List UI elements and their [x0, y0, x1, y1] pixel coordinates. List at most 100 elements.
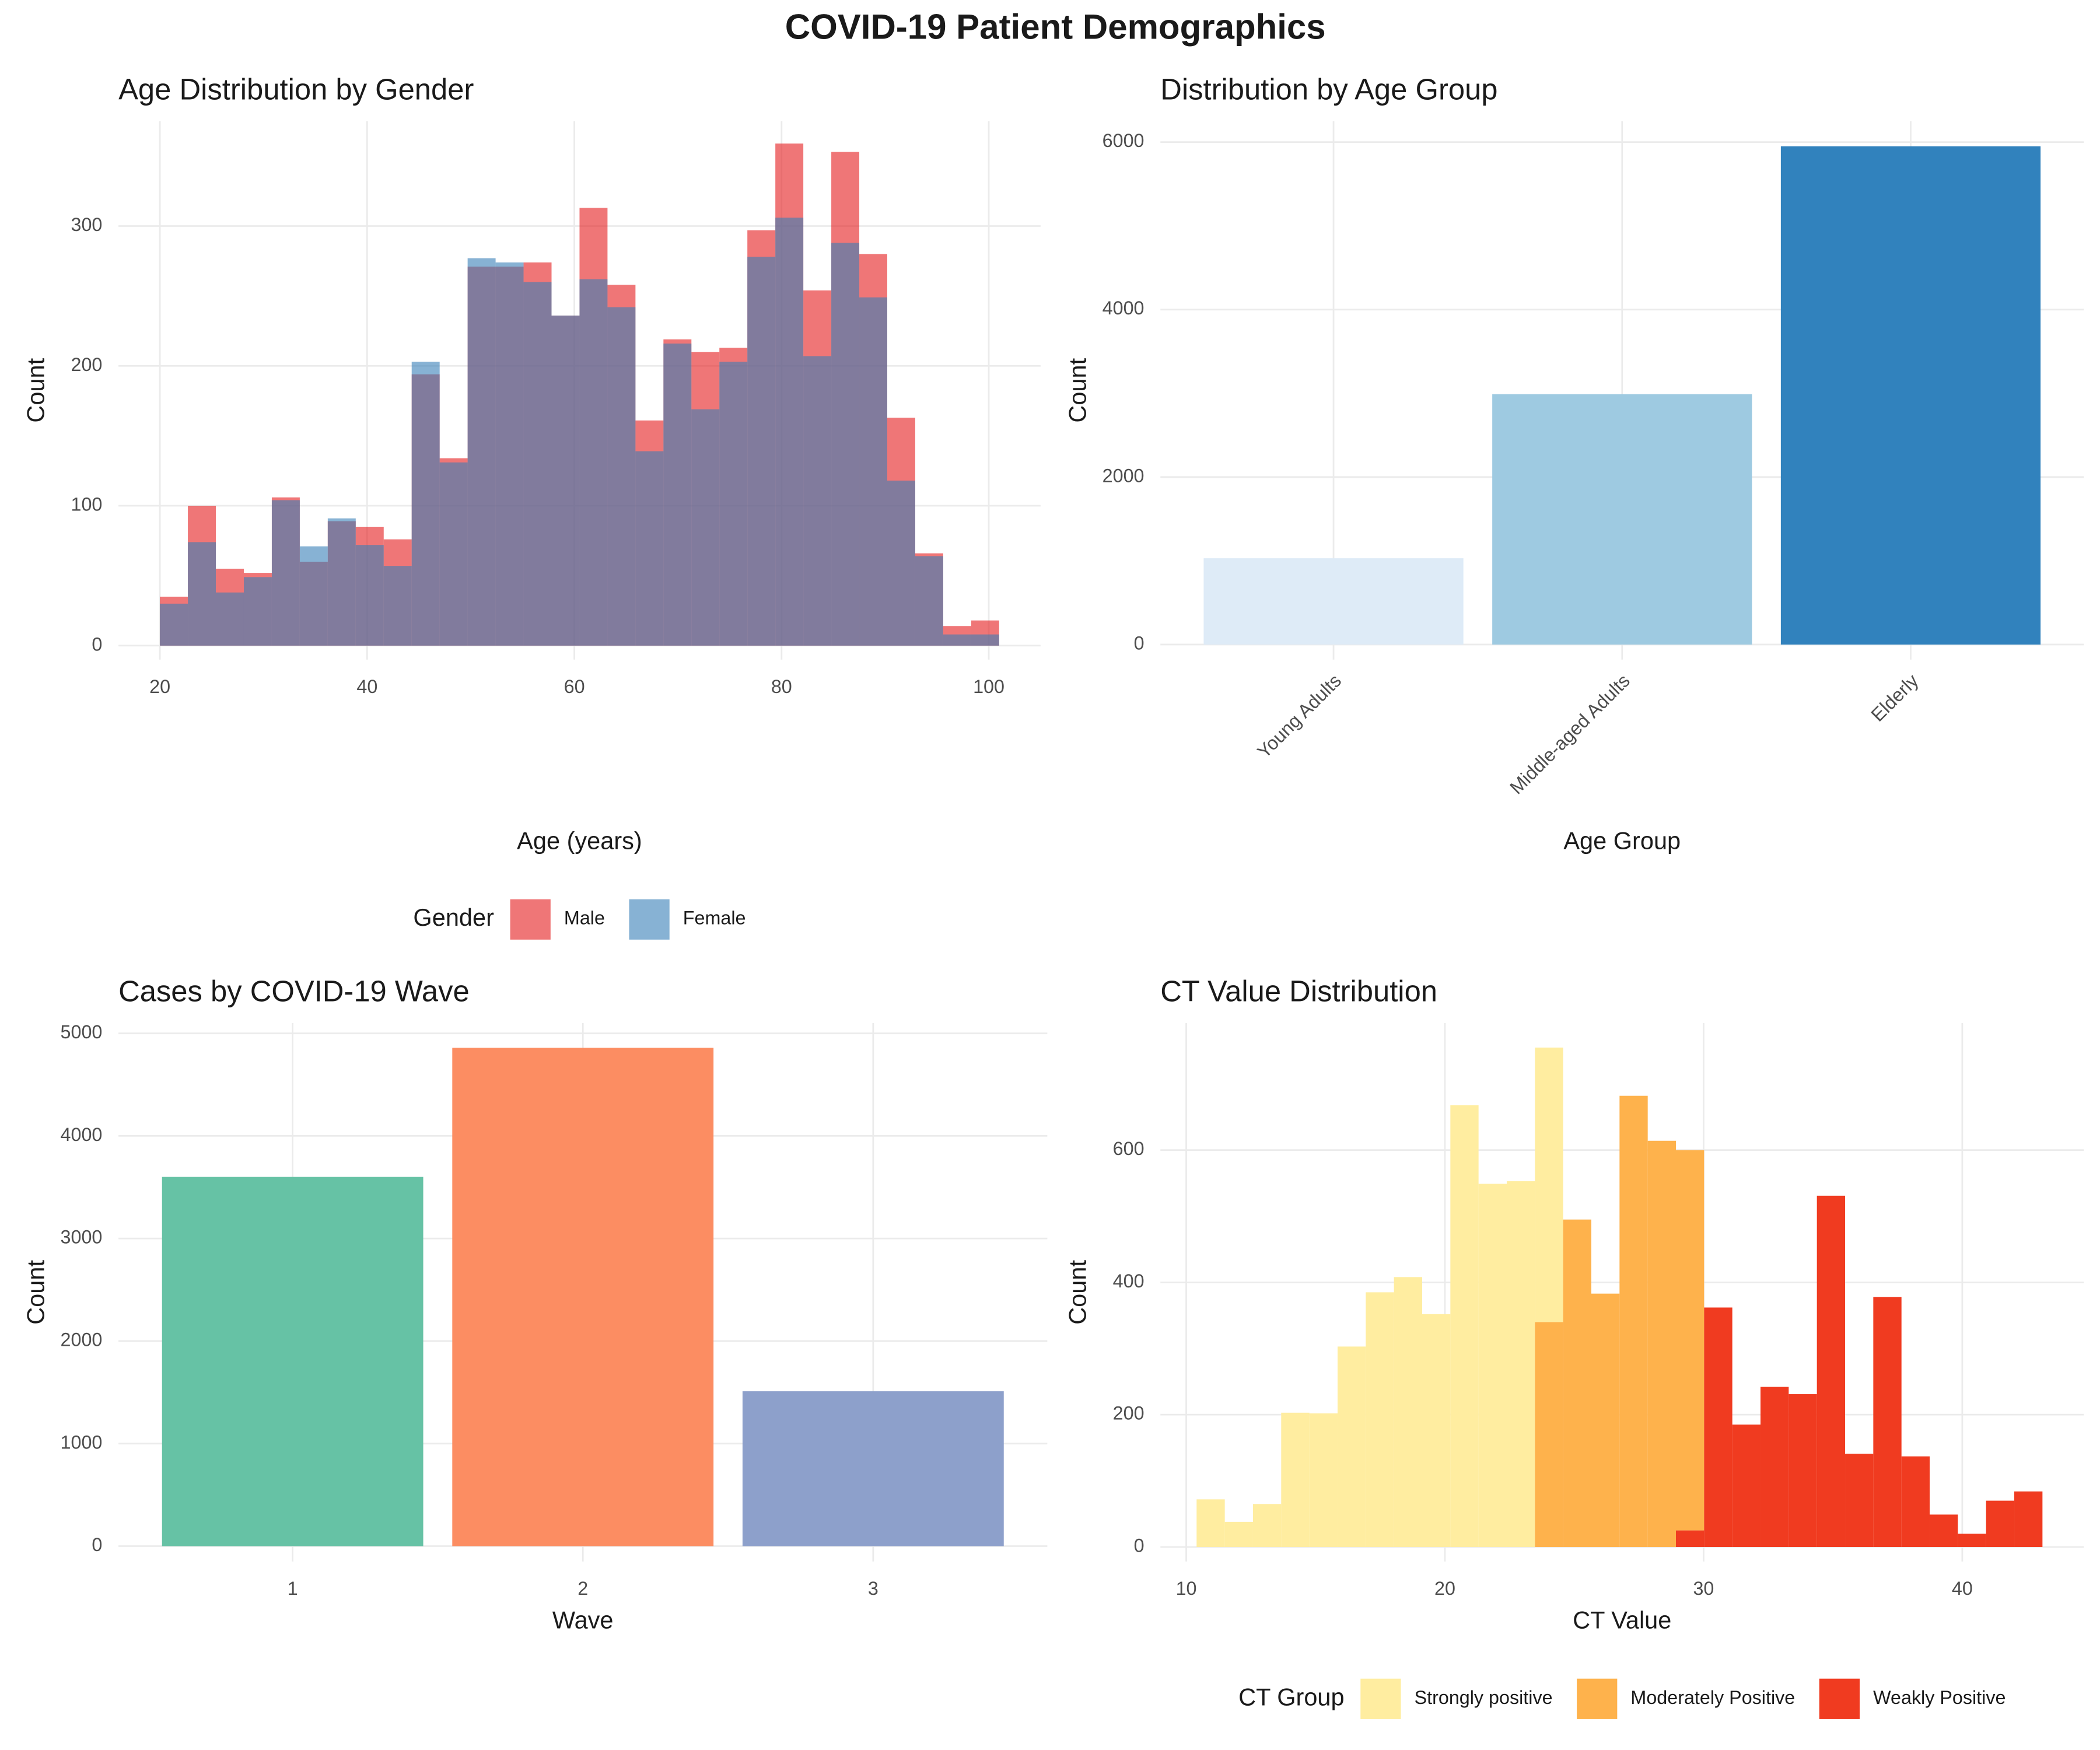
x-tick-label: 3: [868, 1578, 878, 1599]
legend-title: CT Group: [1238, 1683, 1345, 1710]
histogram-bar: [523, 282, 552, 646]
legend-key: [629, 899, 670, 940]
histogram-bar: [1817, 1195, 1846, 1547]
histogram-bar: [1704, 1307, 1732, 1547]
histogram-bar: [579, 279, 608, 646]
histogram-bar: [915, 556, 943, 646]
x-tick-label: 40: [1952, 1578, 1973, 1599]
x-axis-label: CT Value: [1573, 1606, 1671, 1634]
histogram-bar: [1535, 1047, 1563, 1322]
histogram-bar: [1337, 1346, 1366, 1547]
histogram-bar: [747, 257, 776, 646]
legend-key: [510, 899, 551, 940]
y-tick-label: 100: [71, 494, 102, 515]
y-tick-label: 2000: [1102, 465, 1144, 486]
legend-key: [1577, 1678, 1618, 1719]
y-tick-label: 3000: [61, 1227, 103, 1248]
y-tick-label: 400: [1113, 1270, 1144, 1292]
legend-label: Female: [683, 908, 746, 929]
legend-key: [1360, 1678, 1401, 1719]
bar: [1203, 558, 1464, 645]
histogram-bar: [1986, 1500, 2015, 1547]
histogram-bar: [1309, 1413, 1338, 1547]
histogram-bar: [1619, 1096, 1648, 1547]
legend-label: Weakly Positive: [1873, 1687, 2006, 1708]
legend: Gender Male Female: [413, 899, 746, 940]
histogram-bar: [943, 634, 971, 646]
legend-title: Gender: [413, 904, 494, 931]
histogram-bar: [1647, 1140, 1676, 1547]
y-tick-label: 4000: [61, 1124, 103, 1145]
histogram-bar: [1478, 1184, 1507, 1547]
histogram-bar: [1394, 1277, 1422, 1547]
x-tick-label: 2: [578, 1578, 588, 1599]
histogram-bar: [355, 545, 384, 646]
bar: [742, 1391, 1004, 1546]
y-tick-label: 0: [92, 1534, 102, 1555]
x-tick-label: 30: [1693, 1578, 1714, 1599]
histogram-bar: [607, 307, 636, 646]
histogram-bar: [216, 592, 244, 646]
histogram-bar: [1422, 1314, 1451, 1547]
histogram-bar: [1732, 1424, 1761, 1547]
bar: [1780, 146, 2041, 645]
panel-title: Age Distribution by Gender: [118, 72, 474, 106]
histogram-bar: [1845, 1454, 1874, 1547]
x-tick-label: 40: [356, 676, 377, 697]
histogram-bar: [383, 566, 412, 646]
histogram-bar: [1563, 1219, 1591, 1547]
histogram-bar: [775, 218, 804, 646]
y-tick-label: 5000: [61, 1021, 103, 1042]
x-tick-label: 20: [149, 676, 170, 697]
histogram-bar: [1450, 1105, 1479, 1547]
y-axis-label: Count: [1064, 1260, 1091, 1325]
histogram-bar: [887, 480, 915, 646]
histogram-bar: [1676, 1530, 1704, 1547]
histogram-bar: [551, 315, 580, 646]
histogram-bar: [188, 542, 216, 646]
histogram-bar: [439, 462, 468, 646]
panel-title: Distribution by Age Group: [1160, 72, 1497, 106]
histogram-bar: [1252, 1504, 1282, 1547]
x-tick-label: 1: [288, 1578, 298, 1599]
histogram-bar: [859, 297, 887, 646]
y-tick-label: 6000: [1102, 130, 1144, 151]
legend-key: [1819, 1678, 1860, 1719]
histogram-bar: [1366, 1292, 1394, 1547]
legend-label: Male: [564, 908, 605, 929]
x-tick-label: 20: [1434, 1578, 1455, 1599]
y-tick-label: 0: [1134, 632, 1144, 653]
y-axis-label: Count: [22, 358, 50, 422]
histogram-bar: [803, 356, 832, 646]
x-tick-label: 80: [771, 676, 792, 697]
histogram-bar: [1535, 1322, 1563, 1547]
histogram-bar: [243, 577, 272, 646]
histogram-bar: [1958, 1534, 1986, 1547]
histogram-bar: [1930, 1514, 1958, 1547]
histogram-bar: [327, 518, 356, 646]
y-tick-label: 600: [1113, 1138, 1144, 1159]
histogram-bar: [495, 262, 524, 646]
y-tick-label: 200: [71, 354, 102, 375]
histogram-bar: [467, 258, 496, 646]
histogram-bar: [1591, 1293, 1620, 1547]
y-tick-label: 0: [92, 634, 102, 654]
histogram-bar: [411, 362, 440, 646]
bar: [1492, 394, 1752, 645]
histogram-bar: [635, 451, 664, 646]
x-axis-label: Age Group: [1563, 827, 1681, 855]
histogram-bar: [691, 409, 720, 646]
histogram-bar: [271, 500, 300, 646]
x-axis-label: Age (years): [517, 827, 642, 855]
legend: CT Group Strongly positive Moderately Posi…: [1238, 1678, 2006, 1719]
histogram-bar: [1901, 1456, 1930, 1547]
histogram-bar: [299, 546, 328, 646]
histogram-bar: [1873, 1297, 1902, 1547]
x-tick-label: 10: [1176, 1578, 1197, 1599]
histogram-bar: [719, 362, 748, 646]
histogram-bar: [1760, 1387, 1789, 1547]
histogram-bar: [663, 343, 692, 646]
x-tick-label: 100: [973, 676, 1005, 697]
panel-title: CT Value Distribution: [1160, 974, 1437, 1007]
